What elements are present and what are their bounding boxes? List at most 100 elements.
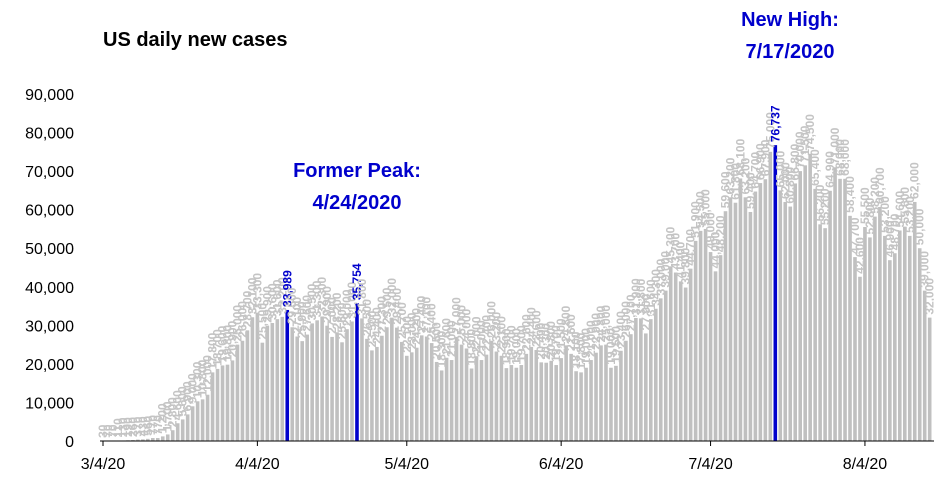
bar	[734, 203, 738, 441]
bar	[525, 354, 529, 441]
bar	[599, 345, 603, 441]
bar	[335, 332, 339, 441]
bar	[639, 318, 643, 441]
bar	[261, 343, 265, 441]
value-label: 62,000	[908, 162, 922, 199]
bar	[833, 167, 837, 441]
bar	[470, 369, 474, 441]
y-tick-label: 70,000	[25, 164, 74, 181]
bar	[729, 197, 733, 441]
bar	[574, 371, 578, 441]
bar	[629, 334, 633, 441]
bar	[759, 183, 763, 441]
bar	[510, 365, 514, 441]
bar	[186, 414, 190, 441]
bar	[699, 231, 703, 441]
bar	[181, 419, 185, 441]
bar	[490, 341, 494, 441]
bar	[390, 318, 394, 441]
bar	[649, 319, 653, 441]
y-tick-label: 20,000	[25, 357, 74, 374]
bar	[898, 230, 902, 441]
bar	[684, 288, 688, 441]
bar	[251, 317, 255, 441]
bar	[828, 191, 832, 441]
bar	[858, 277, 862, 441]
x-tick-label: 4/4/20	[235, 456, 280, 473]
bar	[709, 252, 713, 441]
value-label: 68,000	[838, 139, 852, 176]
bar	[559, 358, 563, 441]
bar	[584, 368, 588, 441]
bar	[355, 303, 359, 441]
bar	[495, 352, 499, 441]
bar	[410, 352, 414, 441]
x-tick-label: 7/4/20	[688, 456, 733, 473]
bar	[694, 241, 698, 441]
bar	[674, 273, 678, 441]
y-tick-label: 40,000	[25, 280, 74, 297]
bar	[883, 236, 887, 441]
bar	[460, 345, 464, 441]
bar	[549, 361, 553, 441]
annotation: New High:	[741, 9, 839, 31]
bar	[803, 165, 807, 441]
bar	[266, 326, 270, 441]
bar	[529, 347, 533, 441]
bar	[534, 350, 538, 441]
bar	[778, 190, 782, 441]
bar	[385, 327, 389, 441]
bar	[813, 189, 817, 441]
bar	[166, 434, 170, 441]
bar	[241, 341, 245, 441]
bar	[644, 333, 648, 441]
bar	[774, 145, 778, 441]
bar	[783, 202, 787, 441]
bar	[226, 365, 230, 441]
bar	[679, 281, 683, 441]
bar	[589, 360, 593, 441]
bar	[515, 368, 519, 441]
y-tick-label: 30,000	[25, 318, 74, 335]
value-label: 55,200	[818, 188, 832, 225]
bar	[739, 178, 743, 441]
bar	[325, 326, 329, 441]
bar	[554, 365, 558, 441]
bar	[280, 317, 284, 441]
bar	[425, 337, 429, 441]
bar	[290, 327, 294, 441]
bar	[420, 335, 424, 441]
bar	[500, 356, 504, 441]
bar	[539, 362, 543, 441]
bar	[450, 360, 454, 441]
bar	[161, 436, 165, 441]
bar	[475, 356, 479, 441]
bar	[285, 310, 289, 441]
bar	[808, 154, 812, 441]
bar	[221, 365, 225, 441]
bar	[440, 370, 444, 441]
bar	[719, 255, 723, 441]
bar	[798, 171, 802, 441]
bar	[579, 372, 583, 441]
bar	[749, 212, 753, 441]
x-tick-label: 6/4/20	[539, 456, 584, 473]
y-tick-label: 50,000	[25, 241, 74, 258]
bar	[395, 328, 399, 441]
bar	[888, 260, 892, 441]
bar	[634, 318, 638, 441]
bar	[201, 399, 205, 441]
bar	[365, 339, 369, 441]
bar	[206, 395, 210, 441]
bar	[928, 318, 932, 441]
bar	[380, 336, 384, 441]
bar	[310, 323, 314, 441]
x-tick-label: 3/4/20	[81, 456, 126, 473]
bar	[375, 347, 379, 441]
bar	[843, 179, 847, 441]
value-label: 48,200	[714, 215, 728, 252]
bar	[315, 320, 319, 441]
bar	[669, 266, 673, 441]
